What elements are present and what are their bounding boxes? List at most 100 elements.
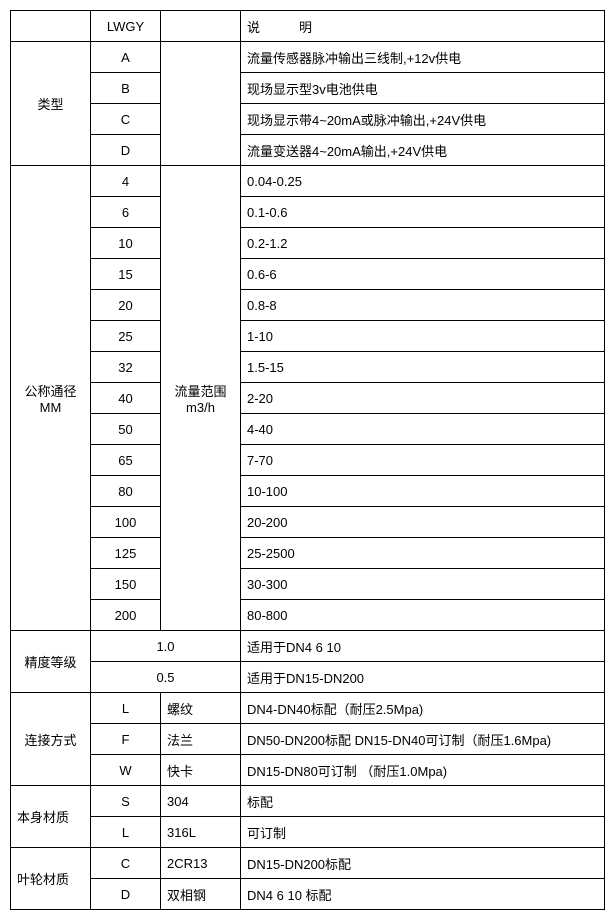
type-code: C xyxy=(91,104,161,135)
table-row: 精度等级1.0适用于DN4 6 10 xyxy=(11,631,605,662)
diameter-code: 25 xyxy=(91,321,161,352)
spec-table: LWGY 说 明类型A 流量传感器脉冲输出三线制,+12v供电 B 现场显示型3v电池供… xyxy=(10,10,605,910)
table-row: C 现场显示带4~20mA或脉冲输出,+24V供电 xyxy=(11,104,605,135)
accuracy-desc: 适用于DN15-DN200 xyxy=(241,662,605,693)
diameter-code: 32 xyxy=(91,352,161,383)
table-row: LWGY 说 明 xyxy=(11,11,605,42)
diameter-code: 4 xyxy=(91,166,161,197)
table-row: 0.5适用于DN15-DN200 xyxy=(11,662,605,693)
impeller-material-mid: 2CR13 xyxy=(161,848,241,879)
table-row: 150 30-300 xyxy=(11,569,605,600)
connection-desc: DN4-DN40标配（耐压2.5Mpa) xyxy=(241,693,605,724)
section-connection-label: 连接方式 xyxy=(11,693,91,786)
impeller-material-mid: 双相钢 xyxy=(161,879,241,910)
table-row: 200 80-800 xyxy=(11,600,605,631)
blank-cell xyxy=(11,11,91,42)
table-row: 40 2-20 xyxy=(11,383,605,414)
type-code: D xyxy=(91,135,161,166)
table-row: 32 1.5-15 xyxy=(11,352,605,383)
diameter-range: 0.8-8 xyxy=(241,290,605,321)
type-desc: 流量变送器4~20mA输出,+24V供电 xyxy=(241,135,605,166)
table-row: F法兰DN50-DN200标配 DN15-DN40可订制（耐压1.6Mpa) xyxy=(11,724,605,755)
table-row: 65 7-70 xyxy=(11,445,605,476)
accuracy-code: 1.0 xyxy=(91,631,241,662)
type-code: B xyxy=(91,73,161,104)
diameter-code: 15 xyxy=(91,259,161,290)
table-row: 连接方式L螺纹DN4-DN40标配（耐压2.5Mpa) xyxy=(11,693,605,724)
connection-mid: 螺纹 xyxy=(161,693,241,724)
diameter-code: 50 xyxy=(91,414,161,445)
body-material-mid: 304 xyxy=(161,786,241,817)
table-row: 本身材质S304标配 xyxy=(11,786,605,817)
table-row: L316L可订制 xyxy=(11,817,605,848)
diameter-code: 6 xyxy=(91,197,161,228)
body-material-code: L xyxy=(91,817,161,848)
table-row: D 流量变送器4~20mA输出,+24V供电 xyxy=(11,135,605,166)
section-body-material-label: 本身材质 xyxy=(11,786,91,848)
body-material-desc: 标配 xyxy=(241,786,605,817)
diameter-range: 0.1-0.6 xyxy=(241,197,605,228)
blank-cell xyxy=(161,11,241,42)
diameter-code: 65 xyxy=(91,445,161,476)
diameter-code: 150 xyxy=(91,569,161,600)
table-row: 公称通径MM4流量范围m3/h0.04-0.25 xyxy=(11,166,605,197)
header-desc: 说 明 xyxy=(241,11,605,42)
diameter-range: 80-800 xyxy=(241,600,605,631)
connection-code: F xyxy=(91,724,161,755)
section-impeller-material-label: 叶轮材质 xyxy=(11,848,91,910)
impeller-material-code: C xyxy=(91,848,161,879)
table-row: 25 1-10 xyxy=(11,321,605,352)
diameter-range: 7-70 xyxy=(241,445,605,476)
type-desc: 现场显示型3v电池供电 xyxy=(241,73,605,104)
table-row: 10 0.2-1.2 xyxy=(11,228,605,259)
connection-desc: DN15-DN80可订制 （耐压1.0Mpa) xyxy=(241,755,605,786)
diameter-mid-label: 流量范围m3/h xyxy=(161,166,241,631)
table-row: 125 25-2500 xyxy=(11,538,605,569)
type-code: A xyxy=(91,42,161,73)
diameter-code: 40 xyxy=(91,383,161,414)
table-row: 8010-100 xyxy=(11,476,605,507)
connection-code: L xyxy=(91,693,161,724)
table-row: 类型A流量传感器脉冲输出三线制,+12v供电 xyxy=(11,42,605,73)
table-row: 6 0.1-0.6 xyxy=(11,197,605,228)
diameter-range: 1.5-15 xyxy=(241,352,605,383)
table-row: B 现场显示型3v电池供电 xyxy=(11,73,605,104)
diameter-code: 200 xyxy=(91,600,161,631)
table-row: 15 0.6-6 xyxy=(11,259,605,290)
impeller-material-code: D xyxy=(91,879,161,910)
section-type-label: 类型 xyxy=(11,42,91,166)
diameter-code: 20 xyxy=(91,290,161,321)
accuracy-desc: 适用于DN4 6 10 xyxy=(241,631,605,662)
diameter-range: 1-10 xyxy=(241,321,605,352)
diameter-range: 0.2-1.2 xyxy=(241,228,605,259)
connection-mid: 快卡 xyxy=(161,755,241,786)
connection-code: W xyxy=(91,755,161,786)
type-desc: 现场显示带4~20mA或脉冲输出,+24V供电 xyxy=(241,104,605,135)
connection-desc: DN50-DN200标配 DN15-DN40可订制（耐压1.6Mpa) xyxy=(241,724,605,755)
impeller-material-desc: DN4 6 10 标配 xyxy=(241,879,605,910)
section-diameter-label: 公称通径MM xyxy=(11,166,91,631)
diameter-code: 125 xyxy=(91,538,161,569)
diameter-range: 10-100 xyxy=(241,476,605,507)
body-material-code: S xyxy=(91,786,161,817)
diameter-range: 2-20 xyxy=(241,383,605,414)
diameter-code: 10 xyxy=(91,228,161,259)
diameter-range: 25-2500 xyxy=(241,538,605,569)
body-material-desc: 可订制 xyxy=(241,817,605,848)
table-row: 叶轮材质C2CR13DN15-DN200标配 xyxy=(11,848,605,879)
body-material-mid: 316L xyxy=(161,817,241,848)
type-desc: 流量传感器脉冲输出三线制,+12v供电 xyxy=(241,42,605,73)
accuracy-code: 0.5 xyxy=(91,662,241,693)
table-row: D双相钢DN4 6 10 标配 xyxy=(11,879,605,910)
diameter-range: 4-40 xyxy=(241,414,605,445)
table-row: 50 4-40 xyxy=(11,414,605,445)
header-lwgy: LWGY xyxy=(91,11,161,42)
type-mid-blank xyxy=(161,42,241,166)
diameter-range: 0.6-6 xyxy=(241,259,605,290)
table-row: 10020-200 xyxy=(11,507,605,538)
impeller-material-desc: DN15-DN200标配 xyxy=(241,848,605,879)
diameter-range: 30-300 xyxy=(241,569,605,600)
diameter-range: 0.04-0.25 xyxy=(241,166,605,197)
connection-mid: 法兰 xyxy=(161,724,241,755)
section-accuracy-label: 精度等级 xyxy=(11,631,91,693)
